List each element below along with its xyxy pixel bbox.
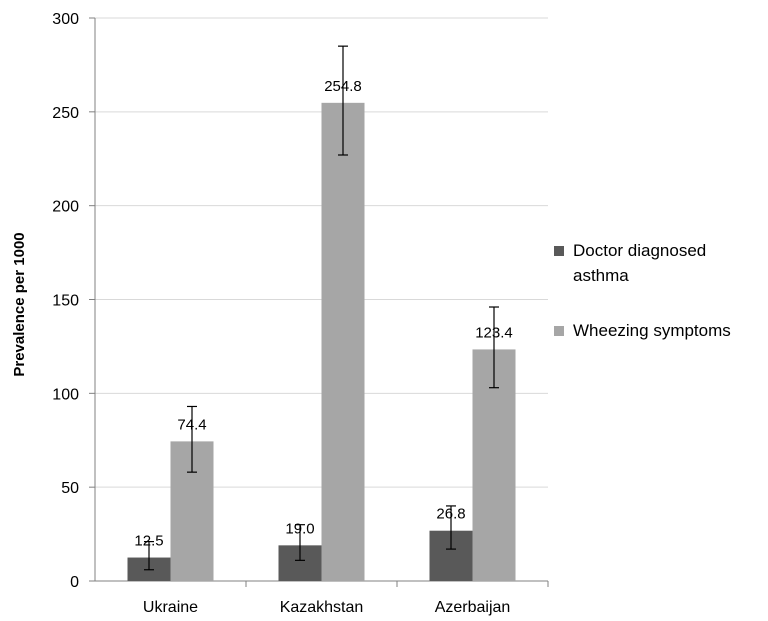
data-label: 19.0 [285, 520, 314, 537]
x-tick-label: Ukraine [143, 599, 198, 616]
data-label: 254.8 [324, 78, 362, 95]
data-label: 12.5 [134, 533, 163, 550]
x-tick-label: Kazakhstan [280, 599, 364, 616]
x-tick-label: Azerbaijan [435, 599, 511, 616]
y-tick-label: 50 [61, 480, 79, 497]
legend-swatch-asthma [554, 246, 564, 256]
y-tick-label: 0 [70, 574, 79, 591]
legend: Doctor diagnosed asthma Wheezing symptom… [554, 238, 764, 373]
legend-item-asthma: Doctor diagnosed asthma [554, 238, 764, 288]
data-label: 26.8 [436, 506, 465, 523]
y-axis-label: Prevalence per 1000 [11, 232, 28, 376]
y-tick-label: 250 [52, 105, 79, 122]
y-tick-label: 200 [52, 199, 79, 216]
y-tick-label: 150 [52, 293, 79, 310]
data-label: 123.4 [475, 324, 513, 341]
data-label: 74.4 [177, 416, 206, 433]
y-tick-label: 100 [52, 386, 79, 403]
legend-item-wheezing: Wheezing symptoms [554, 318, 764, 343]
legend-swatch-wheezing [554, 326, 564, 336]
legend-label-asthma: Doctor diagnosed asthma [573, 241, 707, 285]
legend-label-wheezing: Wheezing symptoms [573, 321, 731, 340]
y-tick-label: 300 [52, 11, 79, 28]
bar [321, 102, 365, 582]
